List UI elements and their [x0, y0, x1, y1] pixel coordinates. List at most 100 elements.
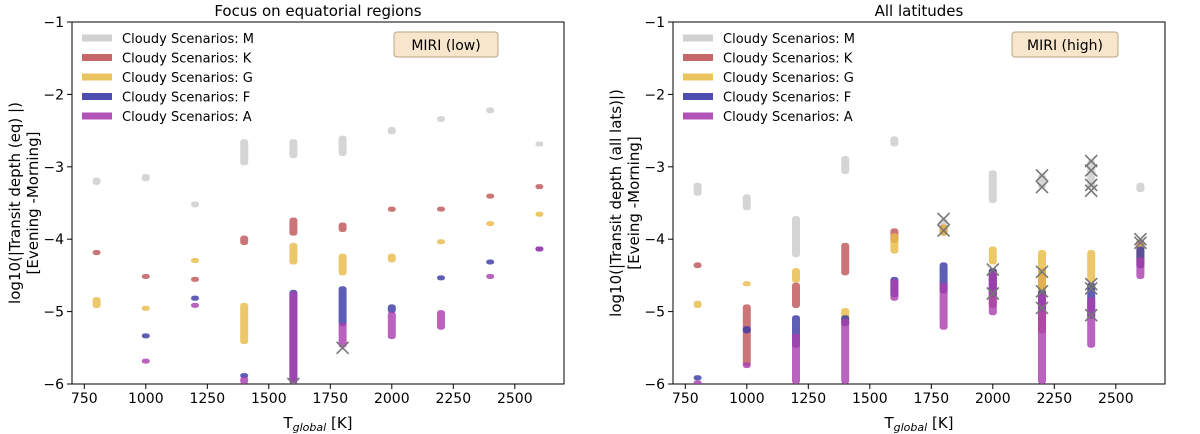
cross-stroke — [1084, 277, 1098, 291]
cross-marker — [336, 341, 350, 355]
cross-marker — [1035, 168, 1049, 183]
y-tick-label: −4 — [644, 232, 665, 248]
badge-label: MIRI (low) — [411, 38, 480, 54]
data-bar-g — [387, 253, 396, 263]
data-bar-a — [939, 282, 948, 330]
data-bar-f — [387, 304, 396, 314]
data-bar-m — [387, 126, 396, 135]
x-label-main: T — [282, 414, 293, 432]
cross-marker — [1035, 301, 1049, 315]
data-bar-a — [535, 246, 544, 252]
chart-title: Focus on equatorial regions — [214, 2, 421, 20]
data-bar-g — [1038, 250, 1046, 301]
cross-stroke — [1084, 184, 1098, 198]
legend-label: Cloudy Scenarios: K — [122, 52, 252, 67]
cross-stroke — [1035, 301, 1049, 315]
data-bar-a — [742, 362, 751, 369]
x-tick-label: 2500 — [497, 391, 533, 407]
cross-stroke — [1084, 178, 1098, 192]
data-bar-k — [742, 304, 751, 366]
data-bar-g — [240, 302, 249, 345]
data-bar-a — [486, 273, 495, 279]
badge-box — [393, 31, 499, 58]
x-label-unit: [K] — [927, 414, 953, 432]
x-tick-label: 1500 — [251, 391, 287, 407]
data-bar-m — [890, 136, 899, 147]
cross-stroke — [1084, 154, 1098, 168]
data-bar-m — [1087, 159, 1096, 189]
cross-stroke — [1035, 180, 1049, 194]
legend: Cloudy Scenarios: M Cloudy Scenarios: K Cl… — [82, 32, 254, 125]
data-bar-g — [792, 268, 800, 283]
data-bar-m — [437, 116, 445, 122]
data-bar-g — [92, 297, 101, 308]
data-bar-m — [535, 141, 544, 147]
cross-marker — [937, 223, 951, 238]
x-tick-label: 1250 — [790, 391, 826, 407]
data-bar-m — [289, 139, 298, 159]
data-bar-g — [742, 281, 751, 287]
x-tick-label: 2500 — [1098, 391, 1134, 407]
data-bar-f — [191, 295, 199, 301]
cross-marker — [1035, 180, 1049, 194]
cross-stroke — [286, 377, 295, 384]
cross-marker — [1084, 308, 1098, 322]
legend-label: Cloudy Scenarios: G — [122, 71, 253, 86]
data-bar-a — [289, 291, 298, 384]
data-bar-g — [191, 258, 199, 264]
x-tick-label: 2250 — [435, 391, 471, 407]
data-bar-k — [841, 242, 850, 276]
legend-label: Cloudy Scenarios: F — [723, 91, 851, 106]
x-tick-label: 1750 — [913, 391, 949, 407]
data-bar-a — [890, 279, 899, 301]
data-bar-g — [486, 221, 495, 227]
cross-stroke — [1084, 308, 1098, 322]
y-tick-label: −5 — [43, 305, 64, 321]
data-bar-m — [92, 177, 101, 185]
axis-ticks: 750 1000 1250 1500 1750 2000 2250 2500 −6 −5 −4 −3 −… — [644, 15, 1133, 407]
cross-marker — [1035, 265, 1049, 279]
x-tick-label: 2250 — [1036, 391, 1072, 407]
x-tick-label: 1750 — [312, 391, 348, 407]
chart-title: All latitudes — [875, 2, 964, 20]
data-bar-m — [191, 201, 199, 208]
cross-stroke — [336, 341, 350, 355]
cross-stroke — [1035, 265, 1049, 279]
cross-stroke — [937, 212, 951, 226]
data-bar-f — [693, 375, 702, 381]
legend-label: Cloudy Scenarios: F — [122, 91, 250, 106]
y-tick-label: −3 — [644, 160, 665, 176]
badge: MIRI (high) — [1011, 31, 1119, 58]
data-bar-a — [1038, 293, 1046, 384]
cross-marker — [1084, 178, 1098, 192]
y-label-line1: log10(|Transit depth (eq) |) — [6, 102, 24, 304]
panel-equatorial: Focus on equatorial regions 750 1000 1250 1… — [6, 2, 565, 434]
data-bar-a — [841, 318, 850, 384]
axis-ticks: 750 1000 1250 1500 1750 2000 2250 2500 −6 −5 −4 −3 −… — [43, 15, 532, 407]
data-bar-k — [141, 273, 150, 280]
data-bar-f — [486, 259, 495, 265]
y-axis-label: log10(|Transit depth (all lats)|) [Evein… — [607, 89, 643, 317]
data-bar-g — [338, 253, 347, 276]
legend-label: Cloudy Scenarios: M — [723, 32, 855, 47]
legend: Cloudy Scenarios: M Cloudy Scenarios: K Cl… — [683, 32, 855, 125]
data-bar-a — [1087, 297, 1096, 348]
data-bar-m — [792, 216, 800, 258]
data-marks — [92, 107, 544, 384]
cross-marker — [937, 212, 951, 226]
cross-marker — [1035, 284, 1049, 298]
panel-all-latitudes: All latitudes 750 1000 1250 1500 1750 2000 225… — [607, 2, 1166, 434]
x-tick-label: 1250 — [189, 391, 225, 407]
data-bar-a — [141, 358, 150, 364]
cross-stroke — [1035, 284, 1049, 298]
y-tick-label: −5 — [644, 305, 665, 321]
x-axis-label: Tglobal [K] — [883, 414, 953, 434]
data-bar-k — [437, 206, 445, 212]
cross-marker — [1084, 277, 1098, 291]
x-tick-label: 1000 — [729, 391, 765, 407]
cross-stroke — [986, 286, 1000, 301]
legend-label: Cloudy Scenarios: A — [723, 110, 853, 125]
data-bar-a — [792, 333, 800, 384]
data-bar-m — [841, 155, 850, 175]
